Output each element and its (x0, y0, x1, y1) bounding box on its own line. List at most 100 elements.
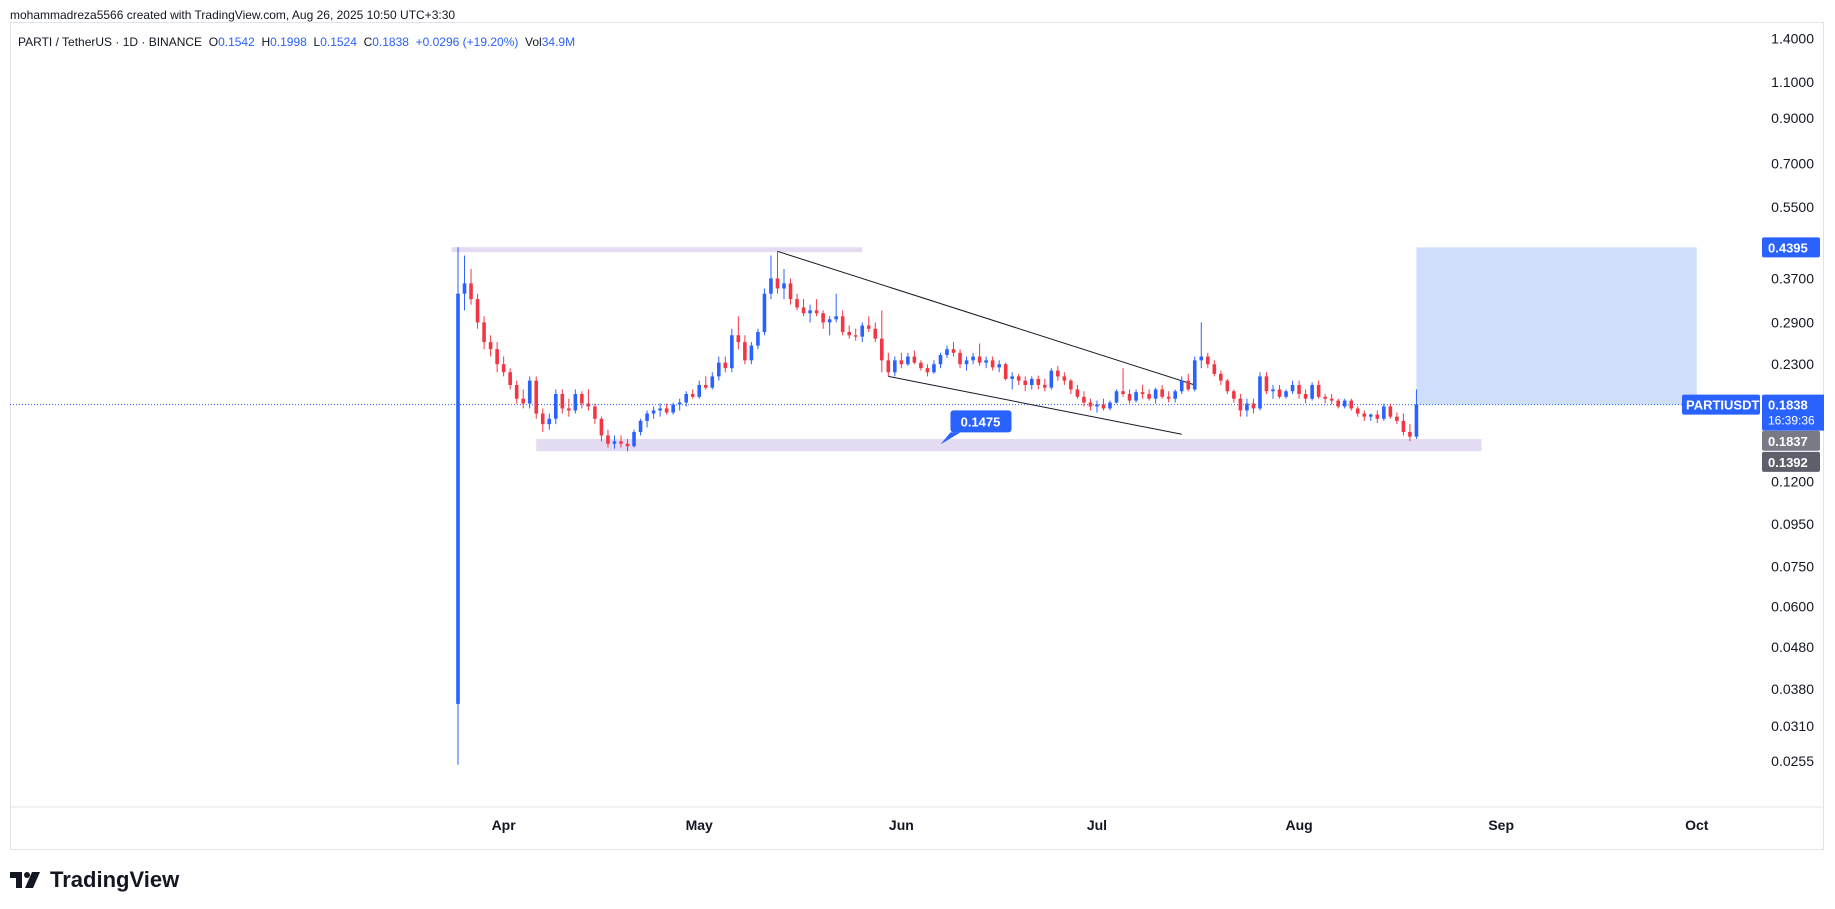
candle-body (1238, 398, 1243, 411)
candle-body (951, 349, 956, 353)
candle-body (782, 283, 786, 289)
candle-body (664, 408, 669, 413)
candle-body (501, 364, 506, 373)
candle-body (1349, 400, 1354, 409)
candle-body (645, 413, 649, 421)
candle-body (814, 310, 819, 314)
candle-body (1303, 394, 1308, 399)
candle-body (1206, 356, 1210, 365)
candle-body (1225, 380, 1230, 392)
candle-body (482, 322, 486, 343)
candle-body (1258, 376, 1262, 409)
entry-price-tag: 0.1837 (1762, 430, 1820, 451)
y-tick-label: 1.4000 (1771, 30, 1814, 46)
candle-body (964, 360, 969, 365)
y-tick-label: 0.5500 (1771, 199, 1814, 215)
low-label: L (313, 35, 321, 49)
candle-body (1297, 384, 1301, 395)
candle-body (690, 394, 695, 397)
candle-body (997, 364, 1001, 368)
candle-body (886, 360, 891, 373)
candle-body (619, 441, 623, 444)
candle-body (1134, 392, 1138, 401)
candle-body (1232, 391, 1236, 399)
lower-trendline (888, 375, 1182, 435)
candle-body (873, 328, 878, 339)
candle-body (749, 345, 754, 361)
candle-body (567, 408, 571, 411)
entry-price-tag-box (1762, 430, 1820, 451)
stop-price-tag: 0.1392 (1762, 451, 1820, 472)
candle-body (906, 356, 910, 365)
candle-body (534, 380, 539, 414)
candle-body (580, 394, 584, 404)
candle-body (456, 293, 460, 704)
candle-body (684, 394, 688, 403)
x-tick-label: Aug (1285, 817, 1312, 833)
stop-price-text: 0.1392 (1768, 455, 1808, 470)
candle-body (1114, 391, 1119, 403)
candle-body (573, 394, 578, 411)
candle-body (1362, 413, 1367, 417)
chart-border (10, 22, 1824, 850)
y-tick-label: 0.0310 (1771, 718, 1814, 734)
candle-body (560, 394, 565, 409)
y-tick-label: 1.1000 (1771, 74, 1814, 90)
high-label: H (261, 35, 271, 49)
candle-body (1290, 384, 1295, 392)
candlestick-chart[interactable]: 0.1475 1.4000 1.1000 0.9000 0.7000 0.5500 0.37… (10, 22, 1824, 850)
candle-body (1075, 389, 1080, 397)
candle-body (1049, 370, 1054, 388)
target-price-tag-box (1762, 237, 1820, 258)
candle-body (1212, 364, 1217, 374)
x-tick-label: May (686, 817, 713, 833)
callout-pointer (940, 432, 961, 445)
candle-body (1166, 396, 1171, 399)
candle-body (730, 335, 734, 369)
tradingview-logo-text: TradingView (50, 867, 180, 892)
candle-body (514, 384, 519, 399)
symbol-name[interactable]: PARTI / TetherUS · 1D · BINANCE (18, 35, 203, 49)
chart-area[interactable]: 0.1475 1.4000 1.1000 0.9000 0.7000 0.5500 0.37… (10, 22, 1824, 850)
candle-body (912, 356, 917, 363)
candle-body (1329, 398, 1334, 401)
last-price-tag-box (1762, 394, 1824, 431)
candle-body (717, 362, 721, 377)
y-tick-label: 0.0750 (1771, 558, 1814, 574)
candle-body (919, 362, 923, 369)
candle-body (977, 356, 982, 363)
candle-body (1088, 402, 1093, 407)
candle-body (1101, 404, 1106, 409)
y-tick-label: 0.1200 (1771, 474, 1814, 490)
candle-body (1355, 408, 1360, 414)
candle-body (1342, 400, 1347, 407)
candle-body (671, 404, 675, 413)
candle-body (658, 408, 662, 411)
price-callout: 0.1475 (940, 410, 1012, 445)
symbol-legend: PARTI / TetherUS · 1D · BINANCE O0.1542 … (18, 35, 575, 49)
y-tick-label: 0.2300 (1771, 356, 1814, 372)
candle-body (938, 355, 943, 365)
candle-body (469, 283, 473, 300)
y-tick-label: 0.0380 (1771, 681, 1814, 697)
target-price-tag-text: 0.4395 (1768, 240, 1808, 255)
candle-body (1192, 360, 1197, 390)
candle-body (1219, 373, 1223, 381)
candle-body (1199, 356, 1204, 361)
candle-body (1277, 389, 1282, 397)
candle-body (540, 413, 545, 425)
y-tick-label: 0.0950 (1771, 516, 1814, 532)
candle-body (625, 443, 630, 447)
candle-body (1186, 380, 1191, 390)
candle-body (932, 364, 936, 373)
volume-value: 34.9M (541, 35, 576, 49)
candle-body (788, 283, 793, 300)
candle-body (1179, 380, 1184, 392)
candle-body (527, 380, 532, 404)
candle-body (866, 325, 871, 329)
y-tick-label: 0.0600 (1771, 599, 1814, 615)
candle-body (1336, 400, 1340, 407)
close-value: 0.1838 (372, 35, 409, 49)
open-value: 0.1542 (218, 35, 255, 49)
